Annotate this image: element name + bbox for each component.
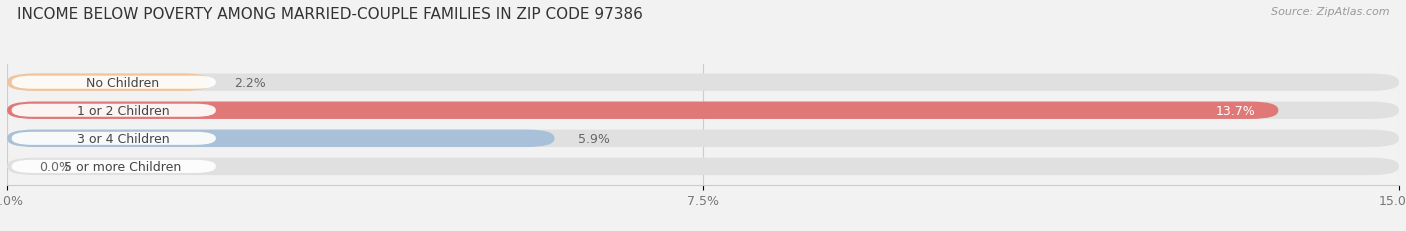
Text: INCOME BELOW POVERTY AMONG MARRIED-COUPLE FAMILIES IN ZIP CODE 97386: INCOME BELOW POVERTY AMONG MARRIED-COUPL… [17,7,643,22]
FancyBboxPatch shape [11,132,217,145]
FancyBboxPatch shape [7,74,211,91]
Text: 1 or 2 Children: 1 or 2 Children [77,104,169,117]
Text: Source: ZipAtlas.com: Source: ZipAtlas.com [1271,7,1389,17]
Text: 13.7%: 13.7% [1215,104,1256,117]
Text: No Children: No Children [86,76,160,89]
Text: 5.9%: 5.9% [578,132,610,145]
FancyBboxPatch shape [11,160,217,173]
FancyBboxPatch shape [11,76,217,89]
Text: 3 or 4 Children: 3 or 4 Children [77,132,169,145]
FancyBboxPatch shape [7,102,1278,119]
FancyBboxPatch shape [7,74,1399,91]
FancyBboxPatch shape [11,104,217,117]
FancyBboxPatch shape [7,130,554,147]
FancyBboxPatch shape [7,158,1399,175]
FancyBboxPatch shape [7,102,1399,119]
FancyBboxPatch shape [7,130,1399,147]
Text: 0.0%: 0.0% [39,160,72,173]
Text: 2.2%: 2.2% [235,76,266,89]
Text: 5 or more Children: 5 or more Children [65,160,181,173]
